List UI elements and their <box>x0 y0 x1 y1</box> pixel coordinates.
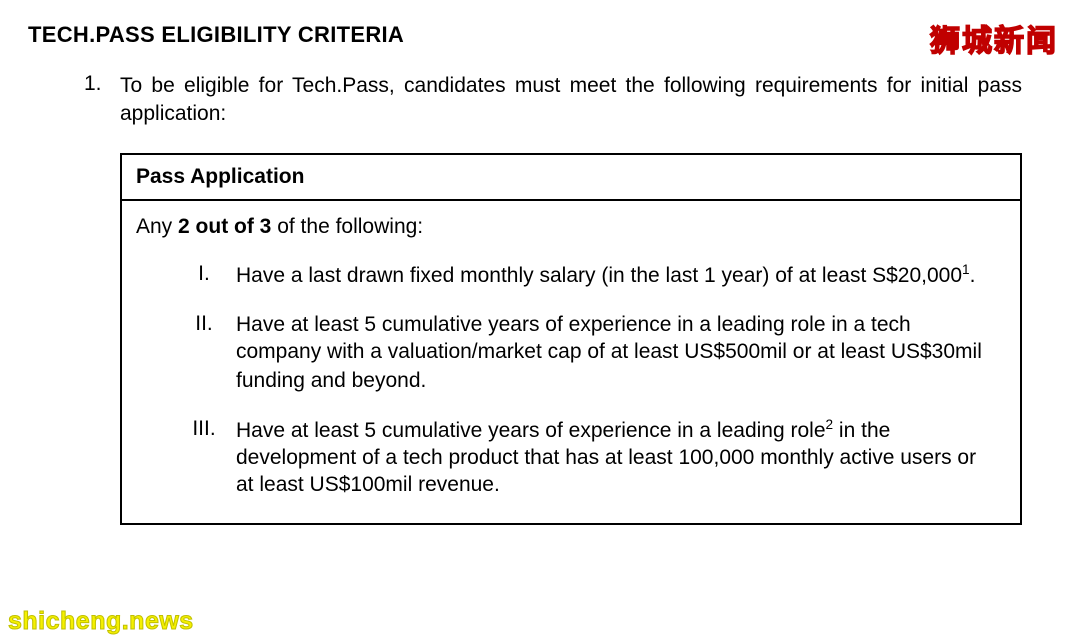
roman-numeral: III. <box>172 416 236 499</box>
footnote-ref: 2 <box>826 417 834 432</box>
any-prefix: Any <box>136 215 178 238</box>
document-page: TECH.PASS ELIGIBILITY CRITERIA 1. To be … <box>0 0 1080 547</box>
criterion-text: Have at least 5 cumulative years of expe… <box>236 416 1006 499</box>
list-number: 1. <box>84 72 120 129</box>
criteria-table: Pass Application Any 2 out of 3 of the f… <box>120 153 1022 525</box>
section-title: TECH.PASS ELIGIBILITY CRITERIA <box>28 22 1052 48</box>
table-body: Any 2 out of 3 of the following: I. Have… <box>121 200 1021 524</box>
intro-text: To be eligible for Tech.Pass, candidates… <box>120 72 1022 129</box>
any-of-text: Any 2 out of 3 of the following: <box>136 215 1006 239</box>
criterion-3: III. Have at least 5 cumulative years of… <box>172 416 1006 499</box>
criterion-1: I. Have a last drawn fixed monthly salar… <box>172 261 1006 289</box>
criterion-2: II. Have at least 5 cumulative years of … <box>172 311 1006 394</box>
intro-paragraph: 1. To be eligible for Tech.Pass, candida… <box>28 72 1052 129</box>
any-bold: 2 out of 3 <box>178 215 271 238</box>
table-header: Pass Application <box>121 154 1021 200</box>
roman-numeral: I. <box>172 261 236 289</box>
criteria-table-wrapper: Pass Application Any 2 out of 3 of the f… <box>120 153 1022 525</box>
footnote-ref: 1 <box>962 262 970 277</box>
any-suffix: of the following: <box>271 215 423 238</box>
criteria-list: I. Have a last drawn fixed monthly salar… <box>136 261 1006 499</box>
criterion-text: Have at least 5 cumulative years of expe… <box>236 311 1006 394</box>
criterion-text: Have a last drawn fixed monthly salary (… <box>236 261 1006 289</box>
roman-numeral: II. <box>172 311 236 394</box>
watermark-bottom-left: shicheng.news <box>8 607 194 636</box>
